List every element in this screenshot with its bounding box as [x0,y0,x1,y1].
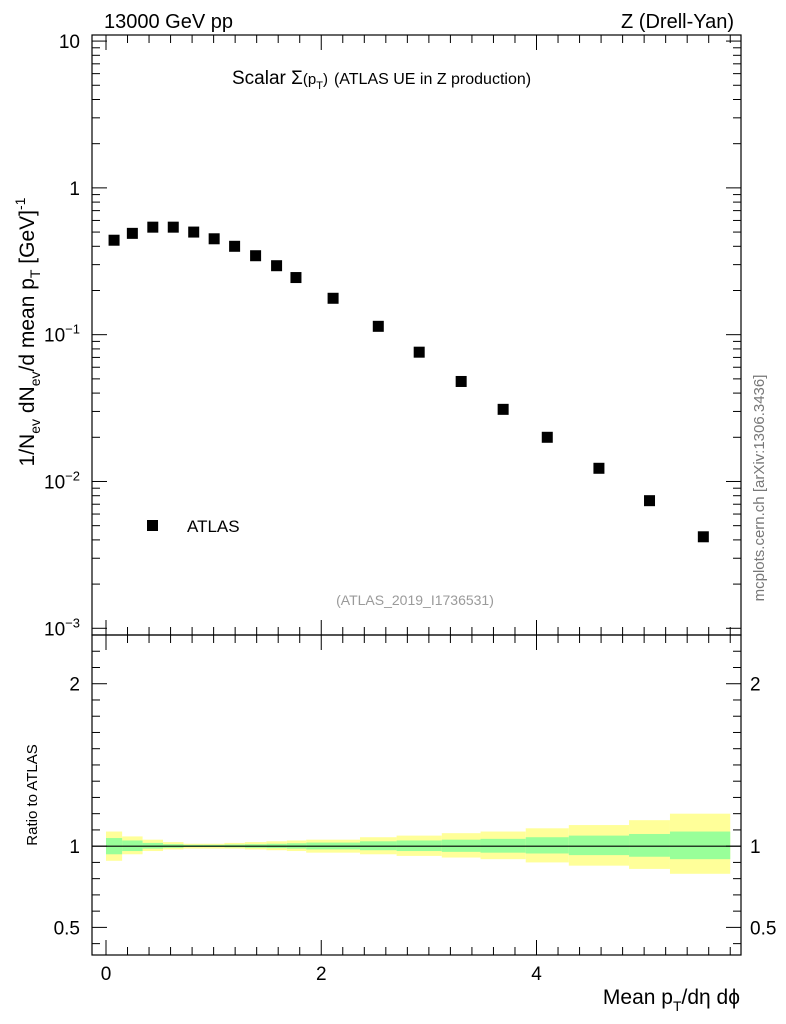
header-right: Z (Drell-Yan) [621,11,734,33]
data-point [208,233,220,245]
ratio-band-inner [525,837,569,854]
data-point [147,221,159,233]
data-point [372,320,384,332]
data-point [126,227,138,239]
side-label: mcplots.cern.ch [arXiv:1306.3436] [751,375,768,602]
data-markers [108,221,709,543]
ratio-y-tick-label: 1 [69,837,80,858]
data-point [271,260,283,272]
ratio-y-tick-label-right: 1 [750,837,761,858]
x-ticks: 0 2 4 [101,35,731,985]
data-point [497,403,509,415]
data-point [541,431,553,443]
plot-title: Scalar Σ(pT) (ATLAS UE in Z production) [232,68,531,92]
data-point [188,226,200,238]
ratio-bands [105,813,731,874]
data-point [327,292,339,304]
main-y-tick-label: 10−3 [44,615,80,640]
ratio-y-tick-label: 0.5 [54,918,80,939]
data-point [250,250,262,262]
legend-label: ATLAS [187,517,240,536]
ratio-y-tick-label-right: 0.5 [750,918,776,939]
main-y-tick-label: 10−1 [44,322,80,347]
ratio-band-inner [629,833,670,857]
main-y-label: 1/Nev dNev/d mean pT [GeV]-1 [12,197,43,466]
legend-marker [147,520,158,531]
x-tick-label: 0 [101,964,112,985]
data-point [455,375,467,387]
x-tick-label: 2 [316,964,327,985]
data-point [108,234,120,246]
ratio-frame [91,634,742,956]
x-axis-label: Mean pT/dη dϕ [603,986,740,1014]
data-point [593,462,605,474]
main-frame [91,34,742,636]
ratio-y-ticks: 2 2 1 1 0.5 0.5 [54,634,776,945]
header-left: 13000 GeV pp [104,11,233,33]
main-y-ticks: 10 1 10−1 10−2 10−3 [44,32,741,640]
ratio-y-tick-label-right: 2 [750,675,761,696]
data-point [697,531,709,543]
data-point [229,240,241,252]
main-y-tick-label: 10−2 [44,468,80,493]
data-point [167,221,179,233]
data-point [644,495,656,507]
ratio-y-tick-label: 2 [69,675,80,696]
ratio-y-label: Ratio to ATLAS [24,744,41,845]
data-point [290,272,302,284]
main-y-tick-label: 10 [59,32,80,53]
x-tick-label: 4 [531,964,542,985]
ratio-band-inner [669,831,731,860]
data-point [413,346,425,358]
main-y-tick-label: 1 [69,179,80,200]
ratio-band-inner [568,835,630,856]
analysis-watermark: (ATLAS_2019_I1736531) [336,592,494,608]
